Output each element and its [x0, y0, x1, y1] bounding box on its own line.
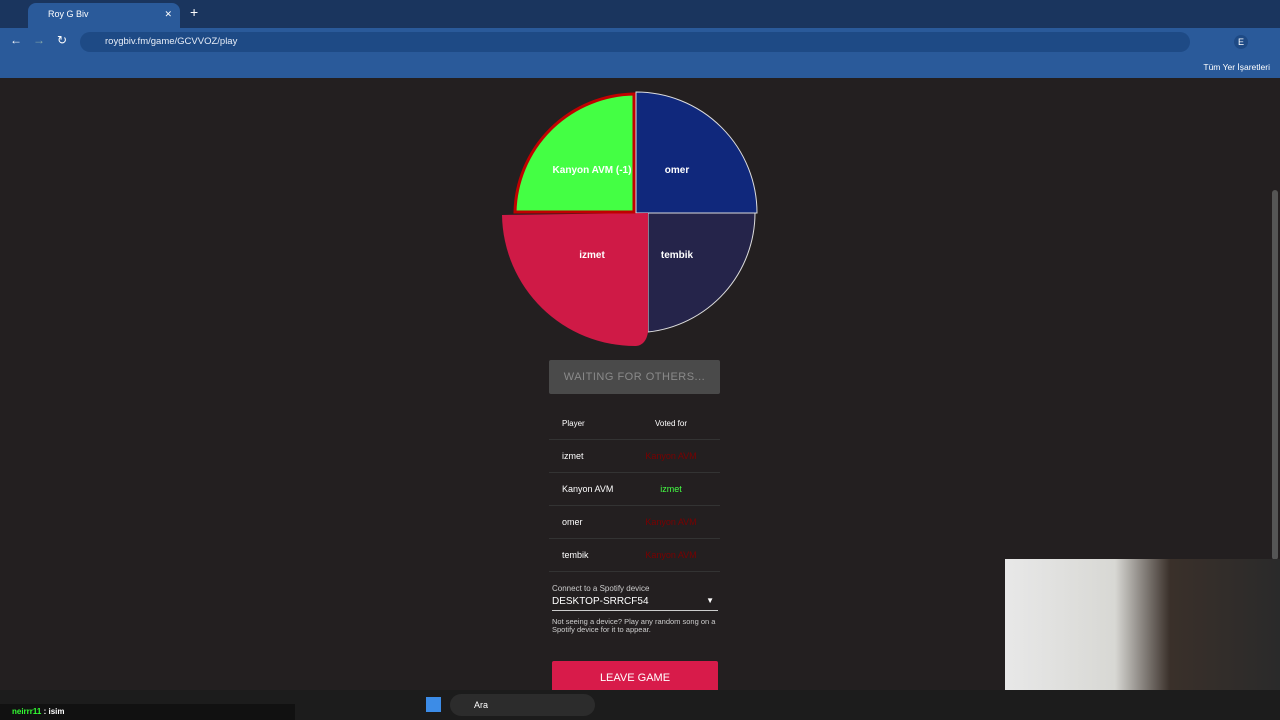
- player: Kanyon AVM: [549, 472, 622, 506]
- tab-close[interactable]: ✕: [164, 9, 172, 19]
- segment-label: Kanyon AVM (-1): [553, 165, 632, 176]
- wheel-segment: [647, 212, 756, 333]
- scrollbar[interactable]: [1272, 190, 1278, 560]
- address-bar[interactable]: roygbiv.fm/game/GCVVOZ/play: [80, 32, 1190, 52]
- vote: izmet: [622, 472, 720, 506]
- wheel-segment: [635, 91, 758, 214]
- bookmarks-bar: Tüm Yer İşaretleri: [0, 56, 1280, 78]
- player: omer: [549, 505, 622, 539]
- tab[interactable]: Roy G Biv ✕: [28, 3, 180, 28]
- chat-message: : isim: [43, 707, 65, 716]
- back-button[interactable]: ←: [10, 33, 22, 47]
- wheel-segment: [513, 92, 636, 214]
- device-select[interactable]: DESKTOP-SRRCF54 ▼: [552, 596, 718, 611]
- taskbar: Ara neirrr11 : isim: [0, 690, 1280, 720]
- status-button: WAITING FOR OTHERS...: [549, 360, 720, 394]
- player: tembik: [549, 538, 622, 572]
- segment-label: omer: [665, 165, 690, 176]
- search-text: Ara: [474, 700, 489, 710]
- vote: Kanyon AVM: [622, 538, 720, 572]
- forward-button[interactable]: →: [33, 33, 45, 47]
- segment-label: izmet: [579, 250, 605, 261]
- spotify-hint: Not seeing a device? Play any random son…: [552, 617, 716, 634]
- votes-table: Player Voted for izmet Kanyon AVM Kanyon A…: [549, 407, 720, 572]
- header: Player: [549, 407, 622, 440]
- wheel-segment: [502, 213, 648, 347]
- tab-bar: [0, 0, 1280, 28]
- device: DESKTOP-SRRCF54: [552, 596, 649, 607]
- start-button[interactable]: [426, 697, 441, 712]
- bookmarks[interactable]: Tüm Yer İşaretleri: [1203, 62, 1270, 72]
- player: izmet: [549, 439, 622, 473]
- profile[interactable]: E: [1234, 35, 1248, 49]
- header: Voted for: [622, 407, 720, 440]
- chat: neirrr11 : isim: [0, 704, 295, 720]
- segment-label: tembik: [661, 250, 694, 261]
- reload-button[interactable]: ↻: [57, 33, 68, 47]
- leave-button[interactable]: LEAVE GAME: [552, 661, 718, 690]
- spotify-label: Connect to a Spotify device: [552, 584, 650, 593]
- webcam-overlay: [1005, 559, 1280, 690]
- chat-user: neirrr11: [12, 707, 42, 716]
- new-tab[interactable]: +: [190, 4, 199, 20]
- search-box[interactable]: Ara: [450, 694, 595, 716]
- vote: Kanyon AVM: [622, 439, 720, 473]
- url: roygbiv.fm/game/GCVVOZ/play: [105, 36, 238, 47]
- tab-title: Roy G Biv: [48, 9, 89, 19]
- vote: Kanyon AVM: [622, 505, 720, 539]
